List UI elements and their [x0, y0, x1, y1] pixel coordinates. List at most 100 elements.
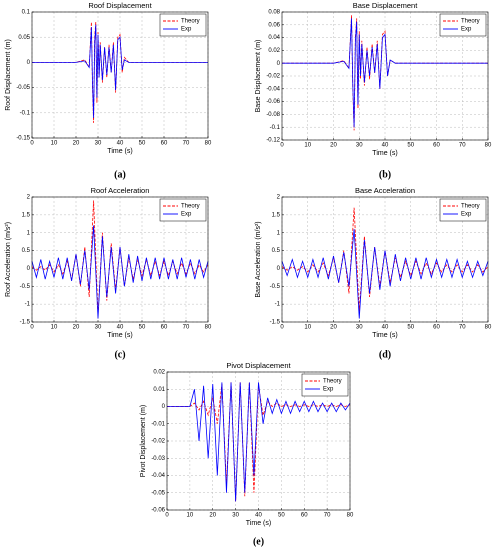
y-tick-label: 0	[27, 266, 31, 272]
x-tick-label: 0	[280, 325, 284, 331]
x-tick-label: 0	[30, 325, 34, 331]
legend-label: Exp	[461, 27, 472, 33]
x-tick-label: 40	[255, 513, 262, 519]
x-tick-label: 80	[205, 141, 212, 147]
y-tick-label: 0	[277, 266, 281, 272]
series-line	[32, 24, 208, 118]
y-axis-label: Base Displacement (m)	[255, 40, 262, 113]
series-line	[282, 18, 488, 128]
legend-box	[439, 198, 487, 222]
x-tick-label: 70	[183, 325, 190, 331]
legend-label: Theory	[461, 204, 480, 210]
y-tick-label: -0.5	[20, 284, 31, 290]
legend-label: Theory	[323, 379, 342, 385]
legend-label: Theory	[461, 19, 480, 25]
legend-label: Theory	[181, 19, 200, 25]
y-tick-label: -0.05	[16, 85, 30, 91]
x-tick-label: 50	[139, 325, 146, 331]
x-tick-label: 70	[459, 143, 466, 149]
y-tick-label: -0.03	[151, 456, 165, 462]
x-tick-label: 0	[280, 143, 284, 149]
y-tick-label: 0.04	[268, 35, 280, 41]
x-tick-label: 10	[51, 141, 58, 147]
x-tick-label: 50	[407, 143, 414, 149]
y-tick-label: -0.02	[266, 74, 280, 80]
y-tick-label: -0.08	[266, 112, 280, 118]
y-tick-label: 0.08	[268, 10, 280, 16]
y-tick-label: 0	[162, 404, 166, 410]
y-tick-label: -0.1	[270, 125, 281, 131]
x-tick-label: 20	[209, 513, 216, 519]
chart-title: Base Displacement	[353, 1, 419, 10]
legend-box	[439, 13, 487, 37]
y-tick-label: -0.01	[151, 421, 165, 427]
x-tick-label: 50	[278, 513, 285, 519]
y-tick-label: 2	[27, 195, 31, 201]
x-tick-label: 40	[382, 325, 389, 331]
legend-label: Exp	[461, 212, 472, 218]
y-axis-label: Roof Acceleration (m/s²)	[5, 222, 12, 297]
y-tick-label: 2	[277, 195, 281, 201]
x-axis-label: Time (s)	[372, 150, 397, 157]
axes-frame	[31, 196, 209, 323]
y-tick-label: -0.05	[151, 490, 165, 496]
x-tick-label: 0	[165, 513, 169, 519]
legend-label: Exp	[181, 27, 192, 33]
y-tick-label: -0.5	[270, 284, 281, 290]
y-tick-label: 0.06	[268, 22, 280, 28]
y-tick-label: 1.5	[272, 212, 281, 218]
y-tick-label: -0.12	[266, 138, 280, 144]
x-tick-label: 80	[485, 325, 492, 331]
axes-frame	[281, 11, 489, 141]
x-tick-label: 70	[459, 325, 466, 331]
axes-frame	[166, 371, 351, 511]
y-tick-label: -0.06	[151, 508, 165, 514]
legend-label: Exp	[181, 212, 192, 218]
y-tick-label: 0.05	[18, 35, 30, 41]
x-tick-label: 60	[433, 143, 440, 149]
y-tick-label: -0.02	[151, 439, 165, 445]
y-tick-label: 1	[277, 230, 281, 236]
x-tick-label: 50	[407, 325, 414, 331]
x-tick-label: 10	[187, 513, 194, 519]
x-tick-label: 60	[161, 141, 168, 147]
series-line	[281, 229, 489, 319]
x-tick-label: 60	[433, 325, 440, 331]
y-tick-label: 1	[27, 230, 31, 236]
series-line	[167, 382, 351, 502]
x-axis-label: Time (s)	[372, 332, 397, 339]
x-tick-label: 20	[330, 143, 337, 149]
legend-box	[159, 198, 207, 222]
x-tick-label: 0	[30, 141, 34, 147]
x-tick-label: 80	[205, 325, 212, 331]
axes-frame	[31, 11, 209, 139]
x-tick-label: 20	[73, 141, 80, 147]
y-tick-label: -1.5	[270, 320, 281, 326]
y-axis-label: Roof Displacement (m)	[5, 39, 12, 111]
panel-caption: (e)	[253, 536, 264, 547]
legend-box	[159, 13, 207, 37]
chart-title: Roof Displacement	[88, 1, 152, 10]
x-axis-label: Time (s)	[107, 332, 132, 339]
x-tick-label: 20	[73, 325, 80, 331]
x-tick-label: 60	[161, 325, 168, 331]
y-tick-label: -1.5	[20, 320, 31, 326]
y-axis-label: Pivot Displacement (m)	[140, 405, 147, 477]
x-tick-label: 10	[304, 325, 311, 331]
x-tick-label: 80	[347, 513, 354, 519]
y-tick-label: -0.15	[16, 136, 30, 142]
x-tick-label: 60	[301, 513, 308, 519]
chart-title: Roof Acceleration	[91, 186, 150, 195]
y-tick-label: 0.1	[22, 10, 31, 16]
chart-title: Base Acceleration	[355, 186, 415, 195]
x-tick-label: 40	[382, 143, 389, 149]
y-tick-label: -0.06	[266, 99, 280, 105]
legend-label: Exp	[323, 387, 334, 393]
x-tick-label: 50	[139, 141, 146, 147]
y-tick-label: 0.5	[22, 248, 31, 254]
legend-label: Theory	[181, 204, 200, 210]
x-axis-label: Time (s)	[107, 148, 132, 155]
x-tick-label: 20	[330, 325, 337, 331]
x-axis-label: Time (s)	[246, 520, 271, 527]
